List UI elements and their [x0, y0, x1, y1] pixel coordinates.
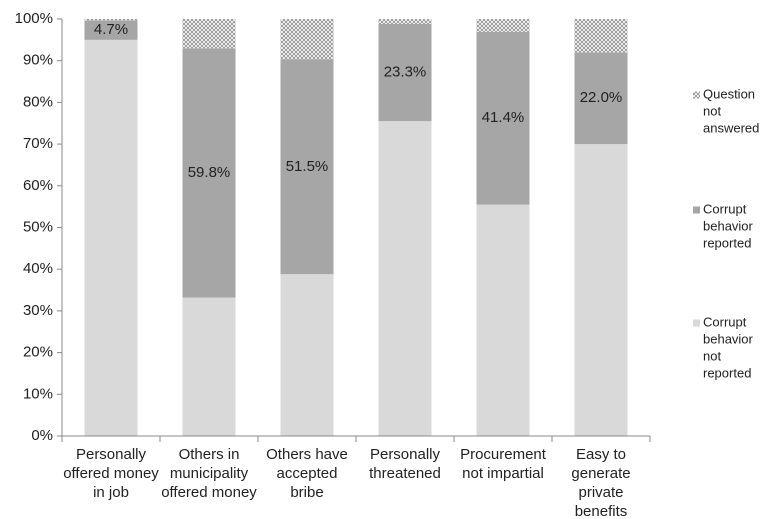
- bar-segment: [476, 19, 530, 32]
- legend-label: Corrupt: [703, 201, 747, 216]
- x-tick-label: threatened: [369, 465, 441, 482]
- x-tick-label: accepted: [277, 465, 338, 482]
- y-tick-label: 90%: [23, 52, 53, 69]
- bar-segment: [280, 59, 334, 275]
- x-tick-label: benefits: [575, 503, 628, 519]
- legend-swatch: [693, 319, 700, 327]
- x-tick-label: Procurement: [460, 446, 547, 463]
- x-tick-label: Personally: [370, 446, 441, 463]
- x-tick-label: Others have: [266, 446, 348, 463]
- y-tick-label: 60%: [23, 177, 53, 194]
- x-tick-label: private: [578, 484, 623, 501]
- x-tick-label: Easy to: [576, 446, 626, 463]
- legend-label: not: [703, 348, 721, 363]
- y-tick-label: 100%: [15, 10, 53, 27]
- legend-label: answered: [703, 120, 759, 135]
- legend-label: reported: [703, 235, 751, 250]
- x-tick-label: in job: [93, 484, 129, 501]
- x-tick-label: Others in: [179, 446, 240, 463]
- value-label: 51.5%: [286, 158, 329, 175]
- x-tick-label: not impartial: [462, 465, 544, 482]
- legend-label: behavior: [703, 218, 754, 233]
- x-tick-label: municipality: [170, 465, 249, 482]
- y-tick-label: 20%: [23, 344, 53, 361]
- legend-label: not: [703, 103, 721, 118]
- value-label: 23.3%: [384, 64, 427, 81]
- bar-segment: [182, 48, 236, 298]
- legend-label: Corrupt: [703, 314, 747, 329]
- value-label: 4.7%: [94, 21, 128, 38]
- bar-segment: [574, 52, 628, 145]
- x-tick-label: Personally: [76, 446, 147, 463]
- bar-segment: [476, 204, 530, 436]
- bar-segment: [378, 121, 432, 436]
- bar-segment: [182, 19, 236, 49]
- y-tick-label: 70%: [23, 135, 53, 152]
- bar-segment: [280, 274, 334, 436]
- legend-label: behavior: [703, 331, 754, 346]
- value-label: 59.8%: [188, 164, 231, 181]
- legend-swatch: [693, 91, 700, 99]
- y-tick-label: 40%: [23, 260, 53, 277]
- bar-segment: [574, 19, 628, 53]
- bar-segment: [280, 19, 334, 60]
- x-tick-label: generate: [571, 465, 630, 482]
- y-tick-label: 50%: [23, 218, 53, 235]
- x-tick-label: bribe: [290, 484, 323, 501]
- bar-segment: [574, 144, 628, 436]
- y-tick-label: 10%: [23, 385, 53, 402]
- bar-segment: [182, 297, 236, 436]
- value-label: 22.0%: [580, 89, 623, 106]
- value-label: 41.4%: [482, 109, 525, 126]
- x-tick-label: offered money: [161, 484, 257, 501]
- bar-segment: [378, 19, 432, 25]
- bar-segment: [84, 19, 138, 21]
- bar-segment: [84, 39, 138, 436]
- y-tick-label: 0%: [31, 427, 53, 444]
- legend-label: reported: [703, 365, 751, 380]
- y-tick-label: 30%: [23, 302, 53, 319]
- legend-label: Question: [703, 86, 755, 101]
- x-tick-label: offered money: [63, 465, 159, 482]
- bar-segment: [378, 24, 432, 122]
- y-tick-label: 80%: [23, 93, 53, 110]
- legend-swatch: [693, 206, 700, 214]
- bar-segment: [84, 20, 138, 40]
- bar-segment: [476, 31, 530, 205]
